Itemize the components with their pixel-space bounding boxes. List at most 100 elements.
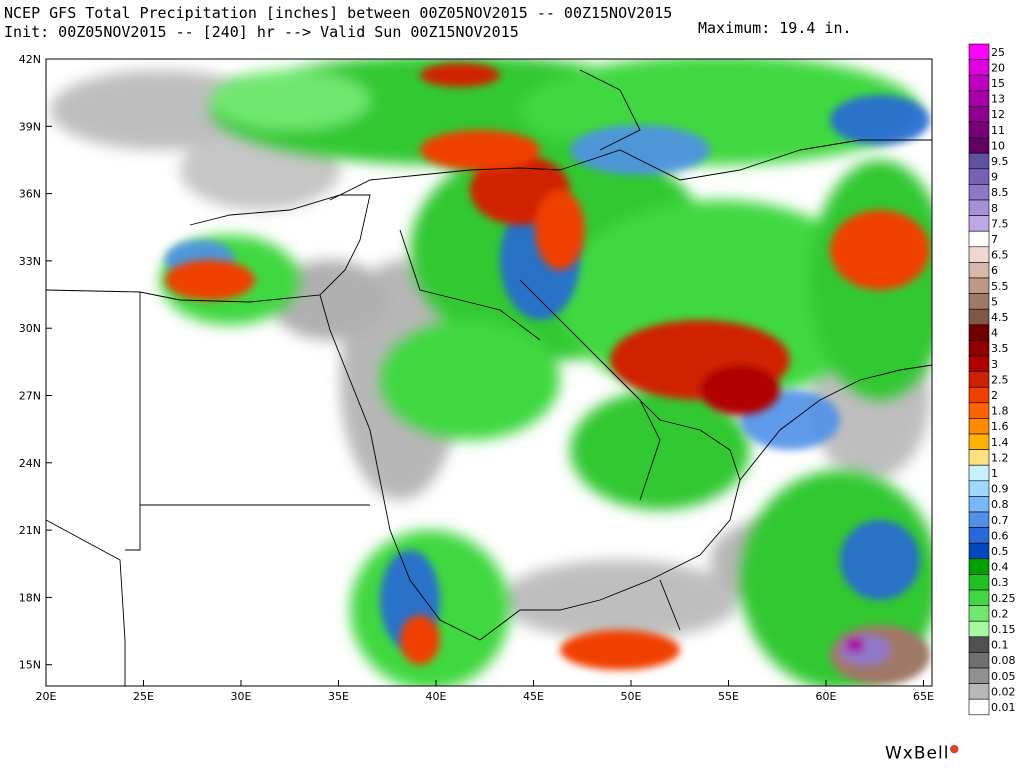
- legend-label: 13: [991, 93, 1005, 106]
- legend-label: 11: [991, 124, 1005, 137]
- brand-dot-icon: ●: [949, 742, 961, 755]
- legend-label: 7: [991, 233, 998, 246]
- legend-label: 1.4: [991, 436, 1009, 449]
- title-line-2: Init: 00Z05NOV2015 -- [240] hr --> Valid…: [4, 23, 519, 41]
- legend-swatch: [968, 433, 990, 450]
- lon-tick-label: 30E: [231, 690, 252, 703]
- legend-swatch: [968, 74, 990, 92]
- legend-swatch: [968, 542, 990, 560]
- legend-swatch: [968, 106, 990, 123]
- lon-tick-label: 65E: [913, 690, 934, 703]
- legend-label: 25: [991, 46, 1005, 59]
- legend-swatch: [968, 386, 990, 404]
- legend-label: 0.7: [991, 514, 1009, 527]
- legend-label: 0.6: [991, 529, 1009, 542]
- precip-red: [165, 63, 930, 670]
- maximum-label: Maximum: 19.4 in.: [698, 19, 852, 37]
- title-line-1: NCEP GFS Total Precipitation [inches] be…: [4, 4, 673, 22]
- legend-swatch: [968, 698, 990, 716]
- chart-title: NCEP GFS Total Precipitation [inches] be…: [4, 4, 672, 42]
- legend-label: 0.01: [991, 701, 1016, 714]
- precip-purple: [830, 625, 930, 685]
- coastlines: [46, 69, 932, 686]
- legend-label: 15: [991, 77, 1005, 90]
- legend-label: 8.5: [991, 186, 1009, 199]
- legend-label: 0.05: [991, 670, 1016, 683]
- legend-swatch: [968, 168, 990, 185]
- legend-swatch: [968, 667, 990, 684]
- legend-label: 12: [991, 108, 1005, 121]
- legend-swatch: [968, 199, 990, 216]
- legend-swatch: [968, 355, 990, 372]
- legend-swatch: [968, 418, 990, 435]
- legend-label: 0.9: [991, 483, 1009, 496]
- lat-tick-label: 27N: [19, 390, 41, 403]
- legend-label: 9.5: [991, 155, 1009, 168]
- legend-label: 6.5: [991, 249, 1009, 262]
- legend-swatch: [968, 121, 990, 138]
- legend-swatch: [968, 215, 990, 232]
- lat-tick-label: 24N: [19, 457, 41, 470]
- lon-tick-label: 60E: [816, 690, 837, 703]
- lon-tick-label: 35E: [328, 690, 349, 703]
- lat-tick-label: 15N: [19, 659, 41, 672]
- brand-name: WxBell: [885, 743, 950, 764]
- legend-label: 0.02: [991, 685, 1016, 698]
- legend-swatch: [968, 620, 990, 638]
- legend-swatch: [968, 402, 990, 419]
- legend-swatch: [968, 246, 990, 263]
- legend-label: 5: [991, 295, 998, 308]
- legend-label: 2.5: [991, 373, 1009, 386]
- precip-field: [50, 59, 932, 686]
- legend-swatch: [968, 340, 990, 357]
- legend-label: 0.5: [991, 545, 1009, 558]
- lat-tick-label: 33N: [19, 255, 41, 268]
- lon-tick-label: 25E: [133, 690, 154, 703]
- legend-label: 4.5: [991, 311, 1009, 324]
- legend-label: 7.5: [991, 217, 1009, 230]
- legend-label: 6: [991, 264, 998, 277]
- legend-label: 1: [991, 467, 998, 480]
- legend-label: 20: [991, 61, 1005, 74]
- legend-label: 0.2: [991, 607, 1009, 620]
- lon-tick-label: 50E: [621, 690, 642, 703]
- legend-swatch: [968, 511, 990, 528]
- legend-label: 0.8: [991, 498, 1009, 511]
- plot-frame: [45, 58, 933, 687]
- lat-tick-label: 36N: [19, 188, 41, 201]
- legend-label: 8: [991, 202, 998, 215]
- legend-swatch: [968, 59, 990, 76]
- legend-label: 0.25: [991, 592, 1016, 605]
- legend-swatch: [968, 230, 990, 248]
- legend-label: 5.5: [991, 280, 1009, 293]
- legend-swatch: [968, 43, 990, 60]
- legend-label: 0.3: [991, 576, 1009, 589]
- lat-tick-label: 30N: [19, 322, 41, 335]
- lat-tick-label: 21N: [19, 524, 41, 537]
- legend-label: 1.6: [991, 420, 1009, 433]
- legend-swatch: [968, 137, 990, 154]
- lon-tick-label: 40E: [426, 690, 447, 703]
- legend-label: 0.08: [991, 654, 1016, 667]
- legend-swatch: [968, 589, 990, 606]
- legend-swatch: [968, 152, 990, 170]
- legend-label: 10: [991, 139, 1005, 152]
- legend-label: 1.8: [991, 405, 1009, 418]
- legend-label: 0.4: [991, 561, 1009, 574]
- lat-tick-label: 18N: [19, 591, 41, 604]
- legend-swatch: [968, 262, 990, 279]
- legend-swatch: [968, 324, 990, 341]
- lon-tick-label: 55E: [718, 690, 739, 703]
- legend-label: 1.2: [991, 451, 1009, 464]
- legend-swatch: [968, 308, 990, 326]
- color-scale-legend: 252015131211109.598.587.576.565.554.543.…: [968, 43, 1016, 716]
- legend-swatch: [968, 605, 990, 622]
- legend-swatch: [968, 558, 990, 575]
- legend-swatch: [968, 464, 990, 482]
- legend-swatch: [968, 277, 990, 294]
- legend-swatch: [968, 683, 990, 700]
- legend-swatch: [968, 449, 990, 466]
- lat-tick-label: 42N: [19, 53, 41, 66]
- latitude-axis: 42N 39N 36N 33N 30N 27N 24N 21N 18N 15N: [19, 53, 52, 672]
